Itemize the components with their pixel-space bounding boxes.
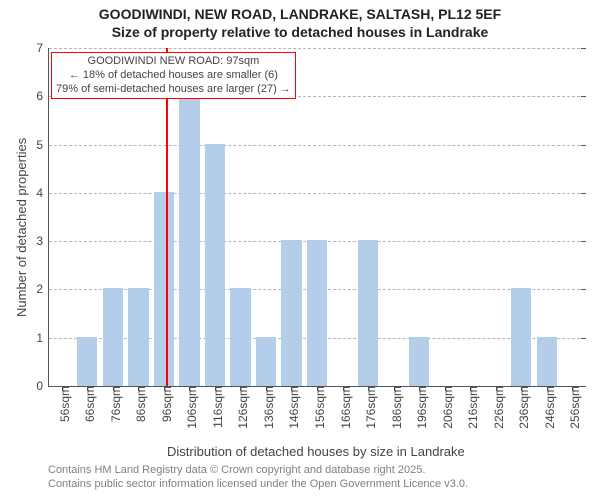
x-tick-label: 116sqm bbox=[205, 386, 225, 428]
annotation-line: 79% of semi-detached houses are larger (… bbox=[56, 83, 291, 97]
x-tick-label: 96sqm bbox=[154, 386, 174, 422]
x-tick-label: 156sqm bbox=[307, 386, 327, 429]
bar bbox=[358, 240, 378, 386]
y-tick-label: 6 bbox=[36, 89, 49, 103]
y-tick-label: 2 bbox=[36, 282, 49, 296]
y-axis-label: Number of detached properties bbox=[14, 138, 29, 317]
x-tick-label: 246sqm bbox=[537, 386, 557, 429]
bar bbox=[537, 337, 557, 386]
x-tick-label: 196sqm bbox=[409, 386, 429, 429]
y-tick-label: 1 bbox=[36, 331, 49, 345]
chart-title-line2: Size of property relative to detached ho… bbox=[0, 24, 600, 42]
y-tick-mark bbox=[581, 48, 586, 49]
bar bbox=[205, 144, 225, 386]
y-tick-mark bbox=[581, 241, 586, 242]
plot-area: 0123456756sqm66sqm76sqm86sqm96sqm106sqm1… bbox=[48, 48, 585, 387]
y-tick-mark bbox=[581, 338, 586, 339]
bar bbox=[128, 288, 148, 386]
grid-line bbox=[49, 193, 585, 194]
x-tick-label: 86sqm bbox=[128, 386, 148, 422]
y-tick-mark bbox=[581, 145, 586, 146]
bar bbox=[179, 95, 199, 386]
x-tick-label: 106sqm bbox=[179, 386, 199, 429]
bar bbox=[154, 192, 174, 386]
attribution-text: Contains HM Land Registry data © Crown c… bbox=[48, 464, 468, 492]
annotation-line: GOODIWINDI NEW ROAD: 97sqm bbox=[56, 55, 291, 69]
annotation-line: ← 18% of detached houses are smaller (6) bbox=[56, 69, 291, 83]
x-tick-label: 136sqm bbox=[256, 386, 276, 429]
bar bbox=[307, 240, 327, 386]
y-tick-label: 4 bbox=[36, 186, 49, 200]
x-tick-label: 256sqm bbox=[562, 386, 582, 429]
y-tick-label: 3 bbox=[36, 234, 49, 248]
property-size-chart: GOODIWINDI, NEW ROAD, LANDRAKE, SALTASH,… bbox=[0, 0, 600, 500]
attribution-line2: Contains public sector information licen… bbox=[48, 478, 468, 492]
x-tick-label: 226sqm bbox=[486, 386, 506, 429]
bar bbox=[103, 288, 123, 386]
bar bbox=[281, 240, 301, 386]
attribution-line1: Contains HM Land Registry data © Crown c… bbox=[48, 464, 468, 478]
x-tick-label: 206sqm bbox=[435, 386, 455, 429]
y-tick-label: 0 bbox=[36, 379, 49, 393]
grid-line bbox=[49, 145, 585, 146]
x-tick-label: 146sqm bbox=[281, 386, 301, 429]
x-tick-label: 236sqm bbox=[511, 386, 531, 429]
x-tick-label: 216sqm bbox=[460, 386, 480, 429]
bar bbox=[256, 337, 276, 386]
y-tick-mark bbox=[581, 96, 586, 97]
y-tick-label: 7 bbox=[36, 41, 49, 55]
x-tick-label: 176sqm bbox=[358, 386, 378, 429]
chart-title-line1: GOODIWINDI, NEW ROAD, LANDRAKE, SALTASH,… bbox=[0, 6, 600, 24]
x-axis-label: Distribution of detached houses by size … bbox=[167, 444, 465, 459]
x-tick-label: 56sqm bbox=[52, 386, 72, 422]
x-tick-label: 166sqm bbox=[333, 386, 353, 429]
bar bbox=[511, 288, 531, 386]
y-tick-mark bbox=[581, 193, 586, 194]
y-tick-label: 5 bbox=[36, 138, 49, 152]
y-tick-mark bbox=[581, 289, 586, 290]
bar bbox=[77, 337, 97, 386]
x-tick-label: 186sqm bbox=[384, 386, 404, 429]
bar bbox=[230, 288, 250, 386]
x-tick-label: 126sqm bbox=[230, 386, 250, 429]
x-tick-label: 66sqm bbox=[77, 386, 97, 422]
x-tick-label: 76sqm bbox=[103, 386, 123, 422]
bar bbox=[409, 337, 429, 386]
grid-line bbox=[49, 48, 585, 49]
chart-title-block: GOODIWINDI, NEW ROAD, LANDRAKE, SALTASH,… bbox=[0, 0, 600, 41]
annotation-box: GOODIWINDI NEW ROAD: 97sqm← 18% of detac… bbox=[51, 52, 296, 99]
